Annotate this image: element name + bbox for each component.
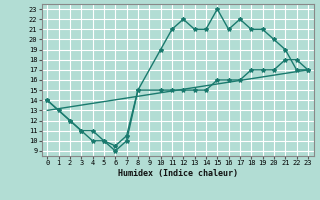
X-axis label: Humidex (Indice chaleur): Humidex (Indice chaleur): [118, 169, 237, 178]
